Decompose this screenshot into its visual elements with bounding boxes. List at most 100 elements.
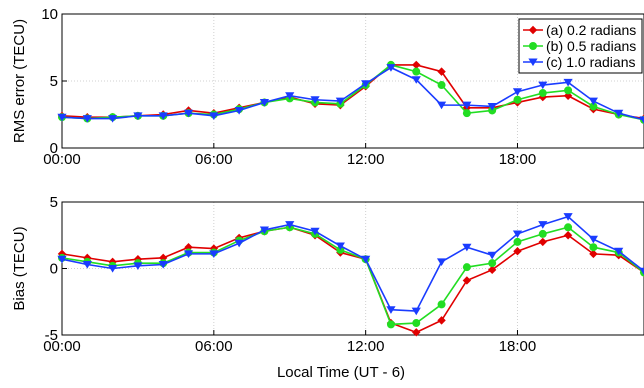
data-point xyxy=(183,109,194,118)
data-point xyxy=(412,60,421,70)
x-tick-label: 12:00 xyxy=(347,151,385,168)
series-line xyxy=(61,226,644,334)
data-point xyxy=(589,249,598,259)
series-line xyxy=(61,64,644,120)
data-point xyxy=(462,109,471,118)
data-point xyxy=(462,243,472,252)
data-point xyxy=(82,115,92,123)
data-point xyxy=(564,86,573,95)
y-axis-title: RMS error (TECU) xyxy=(11,19,28,143)
data-point xyxy=(512,88,523,96)
data-point xyxy=(412,319,421,328)
data-point xyxy=(437,67,446,76)
data-point xyxy=(158,112,168,120)
y-tick-label: 0 xyxy=(50,140,58,157)
data-point xyxy=(437,81,446,90)
legend-marker xyxy=(528,58,538,67)
y-axis-title: Bias (TECU) xyxy=(11,226,28,310)
data-point xyxy=(588,235,598,244)
data-point xyxy=(462,263,471,272)
x-axis-title: Local Time (UT - 6) xyxy=(277,364,405,381)
data-point xyxy=(133,112,143,120)
data-point xyxy=(513,95,522,104)
data-point xyxy=(538,89,547,98)
data-point xyxy=(361,80,371,88)
data-point xyxy=(436,258,447,266)
panel-2: -5 0 5 00:00 06:00 12:00 18:00 Bias (TECU) Local… xyxy=(11,194,644,381)
data-point xyxy=(488,259,497,268)
data-point xyxy=(538,237,547,247)
data-point xyxy=(386,64,396,72)
data-point xyxy=(108,265,118,273)
legend-marker xyxy=(529,42,537,50)
data-point xyxy=(411,307,421,316)
data-point xyxy=(639,116,644,124)
data-point xyxy=(436,101,447,110)
data-point xyxy=(614,247,624,256)
x-tick-label: 06:00 xyxy=(195,338,233,355)
data-point xyxy=(563,231,573,240)
data-point xyxy=(487,103,497,111)
data-point xyxy=(588,97,598,106)
data-point xyxy=(209,112,219,120)
data-point xyxy=(614,109,624,118)
data-point xyxy=(589,243,598,252)
legend-label: (a) 0.2 radians xyxy=(546,22,636,38)
data-point xyxy=(563,78,573,87)
data-point xyxy=(183,250,194,259)
series-line xyxy=(61,215,644,312)
data-point xyxy=(234,239,244,248)
data-point xyxy=(512,230,523,239)
data-point xyxy=(335,97,345,106)
data-point xyxy=(158,261,168,269)
data-point xyxy=(589,102,598,111)
data-point xyxy=(538,229,547,238)
data-point xyxy=(57,113,67,122)
legend-label: (c) 1.0 radians xyxy=(546,54,635,70)
y-tick-label: -5 xyxy=(45,327,58,344)
data-point xyxy=(437,316,446,325)
data-point xyxy=(513,237,522,246)
data-point xyxy=(563,213,573,221)
legend-marker xyxy=(528,25,538,35)
data-point xyxy=(108,115,118,123)
data-point xyxy=(209,250,219,259)
data-point xyxy=(386,306,396,314)
data-point xyxy=(437,300,446,309)
y-tick-label: 10 xyxy=(41,6,58,23)
data-point xyxy=(57,255,67,264)
x-tick-label: 18:00 xyxy=(499,338,537,355)
data-point xyxy=(310,96,320,104)
data-point xyxy=(285,92,295,100)
data-point xyxy=(412,328,421,337)
y-tick-label: 5 xyxy=(50,73,58,90)
data-point xyxy=(462,276,472,285)
data-point xyxy=(361,255,371,264)
legend-label: (b) 0.5 radians xyxy=(546,38,636,54)
data-point xyxy=(639,267,644,276)
data-point xyxy=(285,221,295,229)
data-point xyxy=(487,265,497,275)
series-line xyxy=(61,226,644,326)
data-point xyxy=(411,76,421,84)
data-point xyxy=(259,226,270,235)
data-point xyxy=(538,81,548,90)
data-point xyxy=(133,262,143,270)
x-tick-label: 12:00 xyxy=(347,338,385,355)
y-tick-label: 0 xyxy=(50,261,58,278)
x-tick-label: 18:00 xyxy=(499,151,537,168)
data-point xyxy=(234,107,244,115)
data-point xyxy=(513,247,522,256)
series-1 xyxy=(57,223,644,337)
data-point xyxy=(487,251,497,260)
data-point xyxy=(82,261,92,269)
data-point xyxy=(564,223,573,232)
data-point xyxy=(412,67,421,76)
data-point xyxy=(462,101,472,110)
x-tick-label: 00:00 xyxy=(43,151,81,168)
x-tick-label: 06:00 xyxy=(195,151,233,168)
series-3 xyxy=(57,64,644,124)
panel-1: 0 5 10 00:00 06:00 12:00 18:00 RMS error (TECU)… xyxy=(11,6,644,168)
